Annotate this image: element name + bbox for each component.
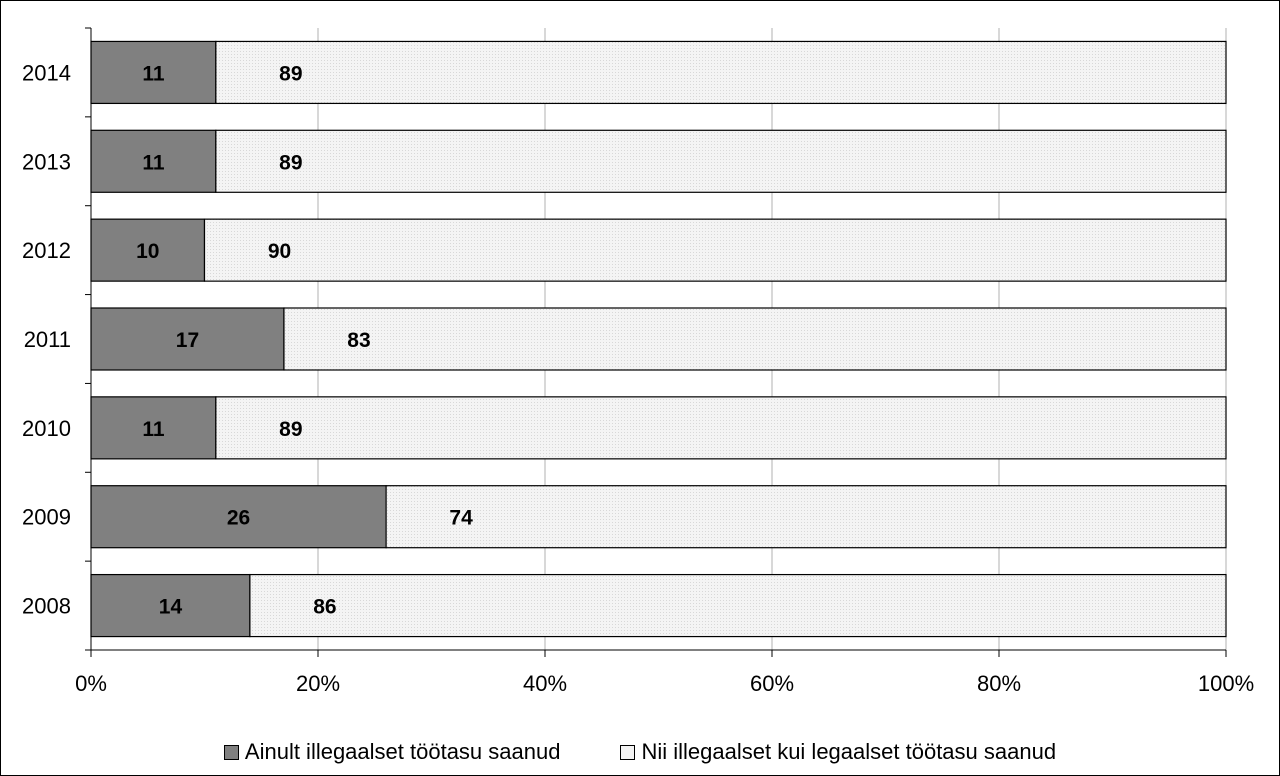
y-tick-label: 2008 [22, 594, 71, 619]
data-label: 83 [347, 329, 370, 352]
data-label: 11 [142, 418, 165, 441]
y-tick-label: 2009 [22, 505, 71, 530]
bars [90, 40, 1227, 638]
bar-segment-illegal-only [90, 307, 285, 371]
bar-segment-illegal-and-legal [249, 573, 1227, 638]
y-tick-label: 2012 [22, 238, 71, 263]
bar-segment-illegal-only [90, 129, 217, 193]
x-tick-label: 60% [750, 671, 794, 696]
legend-swatch-illegal-and-legal [620, 744, 636, 760]
legend-item-illegal-only: Ainult illegaalset töötasu saanud [223, 739, 561, 765]
data-label: 17 [176, 329, 199, 352]
legend-label-illegal-and-legal: Nii illegaalset kui legaalset töötasu sa… [641, 739, 1057, 764]
legend-label-illegal-only: Ainult illegaalset töötasu saanud [244, 739, 561, 764]
x-tick-label: 80% [977, 671, 1021, 696]
labels: 2014 11 89 2013 11 89 2012 10 90 2011 17 83 2010 11 89… [22, 60, 473, 618]
bar-segment-illegal-and-legal [203, 218, 1227, 282]
bar-segment-illegal-only [90, 218, 206, 282]
x-tick-label: 20% [296, 671, 340, 696]
legend: Ainult illegaalset töötasu saanud Nii il… [0, 737, 1280, 767]
y-tick-label: 2014 [22, 60, 71, 85]
bar-segment-illegal-only [90, 573, 251, 638]
legend-item-illegal-and-legal: Nii illegaalset kui legaalset töötasu sa… [620, 739, 1056, 765]
x-tick-label: 40% [523, 671, 567, 696]
data-label: 11 [142, 62, 165, 85]
data-label: 86 [313, 596, 336, 619]
legend-swatch-illegal-only [223, 744, 239, 760]
bar-segment-illegal-and-legal [215, 129, 1227, 193]
data-label: 90 [268, 240, 291, 263]
data-label: 14 [159, 596, 183, 619]
y-tick-label: 2013 [22, 149, 71, 174]
y-tick-label: 2011 [24, 327, 71, 352]
data-label: 10 [136, 240, 159, 263]
bar-segment-illegal-and-legal [283, 307, 1227, 371]
x-tick-label: 0% [75, 671, 107, 696]
bar-segment-illegal-and-legal [215, 40, 1227, 105]
data-label: 89 [279, 418, 302, 441]
data-label: 89 [279, 151, 302, 174]
x-tick-label: 100% [1198, 671, 1254, 696]
data-label: 11 [142, 151, 165, 174]
stacked-bar-chart: 0% 20% 40% 60% 80% 100% 2014 11 89 2013 11 89 2012 1… [22, 27, 1254, 696]
data-label: 26 [227, 507, 250, 530]
bar-segment-illegal-only [90, 485, 387, 549]
y-tick-label: 2010 [22, 416, 71, 441]
bar-segment-illegal-and-legal [215, 396, 1227, 460]
data-label: 74 [449, 507, 473, 530]
data-label: 89 [279, 62, 302, 85]
bar-segment-illegal-and-legal [385, 485, 1227, 549]
